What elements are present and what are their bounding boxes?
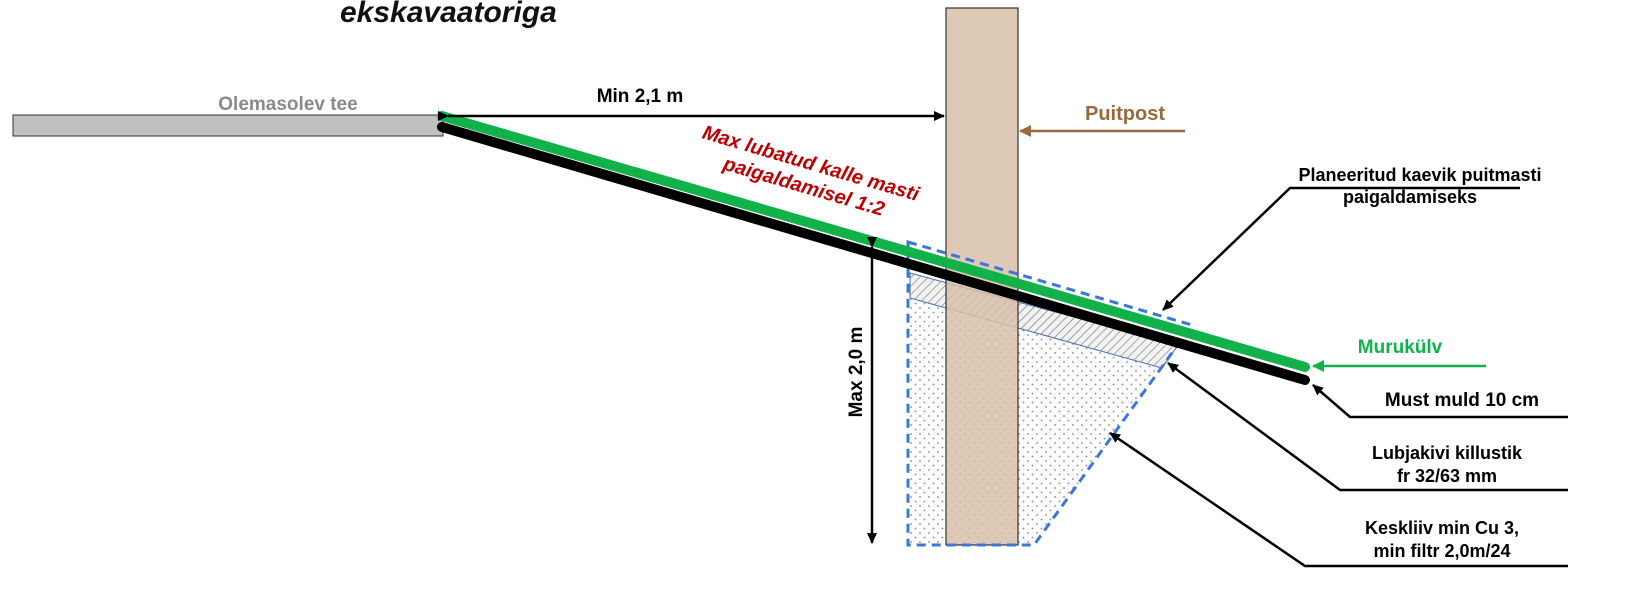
max-depth-label: Max 2,0 m [846, 327, 867, 418]
diagram-title: ekskavaatoriga [340, 0, 557, 29]
turf-label: Murukülv [1358, 337, 1443, 358]
topsoil-layer [437, 122, 1310, 385]
topsoil-leader [1312, 384, 1568, 419]
planned-trench-label-line1: Planeeritud kaevik puitmasti [1298, 165, 1541, 185]
min-distance-label: Min 2,1 m [597, 86, 684, 107]
wooden-post-label: Puitpost [1085, 103, 1165, 125]
crushed-stone-label-line2: fr 32/63 mm [1397, 466, 1497, 486]
trench-outline [906, 239, 1195, 547]
sand-label-line1: Keskliiv min Cu 3, [1365, 518, 1519, 538]
crushed-stone-label-line1: Lubjakivi killustik [1372, 443, 1523, 463]
sand-leader [1109, 431, 1568, 568]
planned-trench-label-line2: paigaldamiseks [1343, 187, 1477, 207]
existing-road [12, 114, 444, 137]
existing-road-label: Olemasolev tee [218, 94, 357, 115]
topsoil-label: Must muld 10 cm [1385, 390, 1539, 411]
crushed-stone-leader [1167, 361, 1568, 492]
planned-trench-leader [1162, 186, 1520, 311]
sand-label-line2: min filtr 2,0m/24 [1373, 541, 1510, 561]
turf-layer [437, 111, 1310, 372]
